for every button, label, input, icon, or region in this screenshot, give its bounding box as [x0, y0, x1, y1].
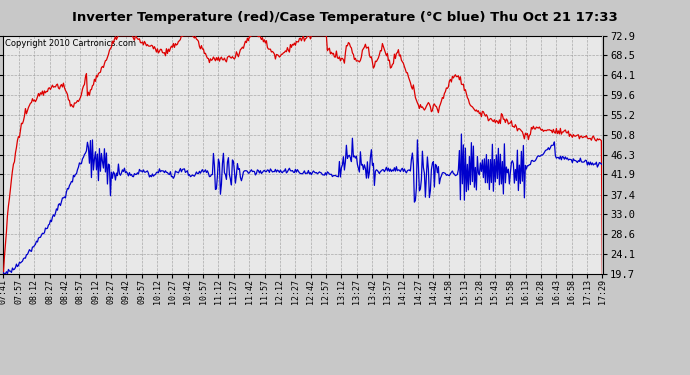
Text: Copyright 2010 Cartronics.com: Copyright 2010 Cartronics.com: [5, 39, 136, 48]
Text: Inverter Temperature (red)/Case Temperature (°C blue) Thu Oct 21 17:33: Inverter Temperature (red)/Case Temperat…: [72, 11, 618, 24]
